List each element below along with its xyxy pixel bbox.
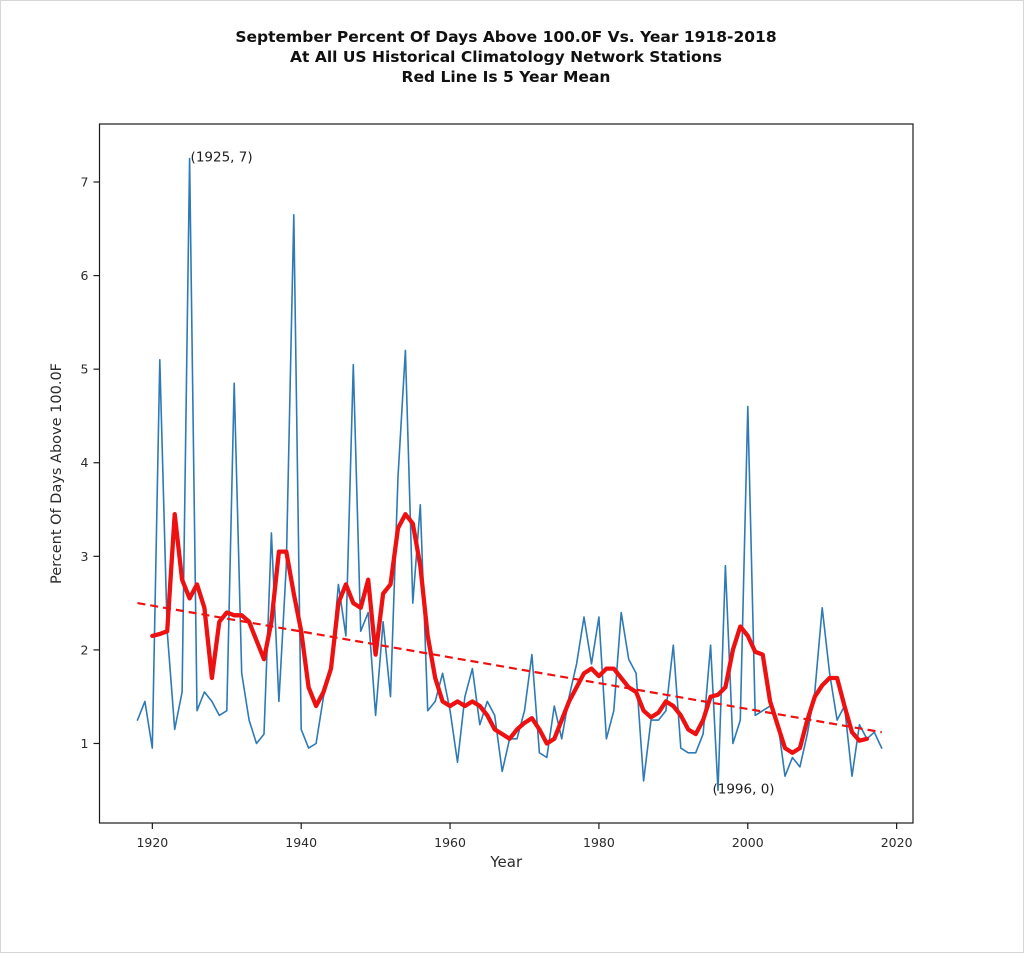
x-tick-label: 2000 — [732, 835, 764, 850]
y-tick-label: 3 — [81, 549, 89, 564]
x-tick-label: 2020 — [881, 835, 913, 850]
y-tick-label: 1 — [81, 736, 89, 751]
y-tick-label: 4 — [81, 455, 89, 470]
y-tick-label: 2 — [81, 642, 89, 657]
y-tick-label: 5 — [81, 362, 89, 377]
x-tick-label: 1980 — [583, 835, 615, 850]
y-tick-label: 6 — [81, 268, 89, 283]
x-tick-label: 1960 — [434, 835, 466, 850]
five-year-mean-line — [150, 512, 870, 755]
annotation-1925-peak: (1925, 7) — [191, 150, 253, 166]
trend-line — [137, 602, 882, 734]
axes-spines — [98, 123, 914, 824]
y-axis-label: Percent Of Days Above 100.0F — [49, 363, 65, 584]
y-tick-label: 7 — [81, 175, 89, 190]
x-axis-label: Year — [489, 853, 523, 871]
x-tick-label: 1940 — [285, 835, 317, 850]
annotation-1996-low: (1996, 0) — [712, 782, 774, 798]
x-tick-label: 1920 — [136, 835, 168, 850]
